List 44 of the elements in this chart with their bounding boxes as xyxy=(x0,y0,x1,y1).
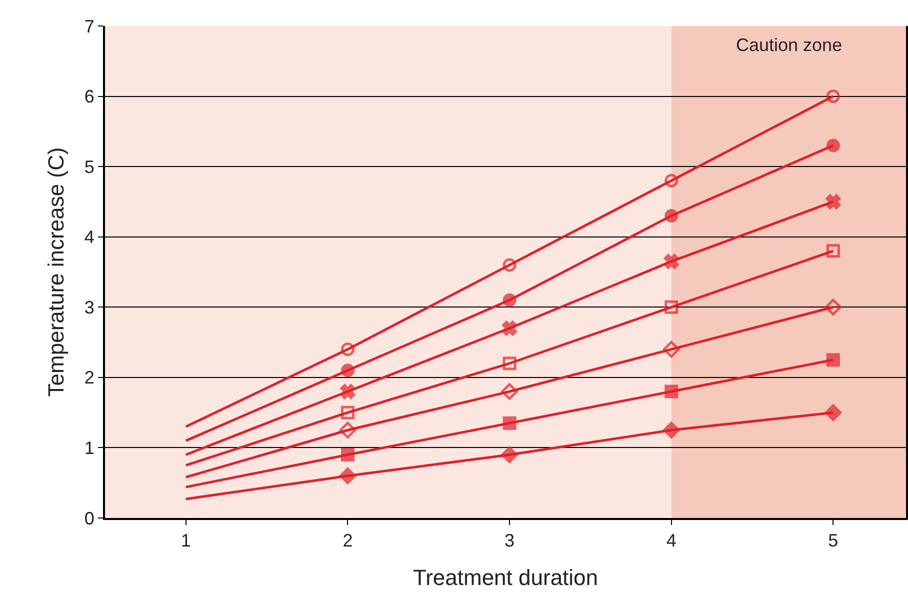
x-tick-label: 4 xyxy=(666,530,676,551)
point xyxy=(826,90,840,104)
x-tick-label: 3 xyxy=(504,530,515,551)
y-tick-label: 1 xyxy=(84,438,94,458)
y-tick-label: 0 xyxy=(84,508,94,528)
point xyxy=(340,342,354,356)
point xyxy=(824,404,842,421)
y-axis-title: Temperature increase (C) xyxy=(44,147,69,397)
x-axis-title: Treatment duration xyxy=(412,565,598,590)
point xyxy=(340,364,354,378)
point xyxy=(826,194,841,210)
point xyxy=(824,298,842,316)
band-label: Caution zone xyxy=(736,35,842,55)
point xyxy=(339,422,356,439)
point xyxy=(502,416,516,430)
y-tick-label: 5 xyxy=(84,156,94,177)
point xyxy=(501,446,518,464)
point xyxy=(664,300,678,314)
y-tick-label: 2 xyxy=(84,368,94,388)
point xyxy=(664,254,679,269)
point xyxy=(340,448,354,462)
point xyxy=(664,384,678,398)
point xyxy=(339,467,356,484)
point xyxy=(664,174,678,188)
point xyxy=(340,406,354,420)
point xyxy=(664,209,678,223)
point xyxy=(662,340,680,358)
point xyxy=(826,244,840,258)
y-tick-label: 6 xyxy=(84,86,94,107)
y-tick-label: 3 xyxy=(84,297,94,318)
x-tick-label: 2 xyxy=(342,530,353,551)
point xyxy=(502,320,518,336)
point xyxy=(826,353,840,367)
point xyxy=(502,258,516,272)
point xyxy=(502,293,516,307)
y-tick-label: 7 xyxy=(84,16,94,36)
point xyxy=(340,384,356,399)
x-tick-label: 1 xyxy=(180,530,191,551)
x-tick-label: 5 xyxy=(828,530,838,551)
point xyxy=(501,383,518,400)
point xyxy=(662,422,680,439)
point xyxy=(502,356,516,370)
point xyxy=(826,138,840,152)
y-tick-label: 4 xyxy=(84,227,94,248)
